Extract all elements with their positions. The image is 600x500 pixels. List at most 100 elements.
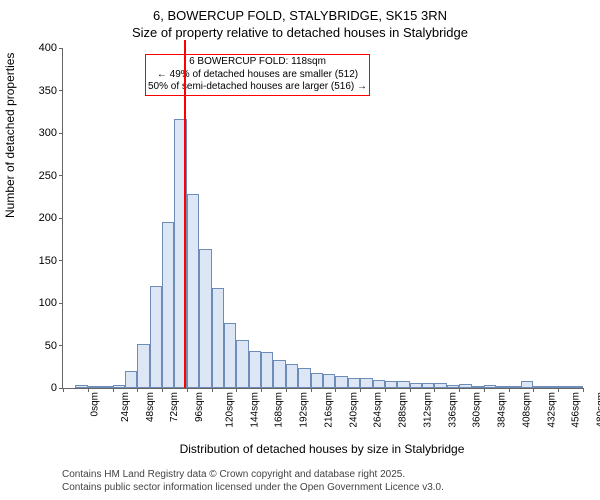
xtick-mark [236,388,237,392]
histogram-bar [373,380,385,389]
xtick-label: 432sqm [546,392,557,428]
ytick-label: 100 [39,297,63,309]
histogram-bar [459,384,471,388]
ytick-label: 150 [39,255,63,267]
histogram-bar [273,360,285,388]
histogram-bar [385,381,397,388]
xtick-mark [533,388,534,392]
histogram-bar [187,194,199,388]
xtick-mark [187,388,188,392]
xtick-mark [137,388,138,392]
xtick-label: 120sqm [224,392,235,428]
footer-line2: Contains public sector information licen… [62,481,444,494]
property-marker-line [184,40,186,388]
xtick-mark [212,388,213,392]
ytick-label: 350 [39,85,63,97]
xtick-mark [335,388,336,392]
histogram-bar [422,383,434,388]
xtick-mark [583,388,584,392]
xtick-mark [509,388,510,392]
histogram-bar [311,373,323,388]
y-axis-label: Number of detached properties [3,53,17,218]
histogram-bar [558,386,570,388]
xtick-label: 264sqm [373,392,384,428]
histogram-bar [150,286,162,388]
xtick-label: 312sqm [422,392,433,428]
histogram-bar [125,371,137,388]
ytick-label: 300 [39,127,63,139]
xtick-label: 480sqm [596,392,600,428]
xtick-label: 24sqm [120,392,131,422]
histogram-bar [335,376,347,388]
histogram-bar [75,385,87,388]
histogram-bar [88,386,100,388]
ytick-label: 400 [39,42,63,54]
histogram-bar [571,386,583,388]
histogram-bar [236,340,248,388]
xtick-mark [484,388,485,392]
histogram-bar [261,352,273,388]
xtick-label: 384sqm [497,392,508,428]
xtick-mark [434,388,435,392]
xtick-label: 456sqm [571,392,582,428]
ytick-label: 0 [51,382,63,394]
histogram-bar [286,364,298,388]
xtick-label: 408sqm [522,392,533,428]
histogram-bar [509,386,521,388]
histogram-bar [447,385,459,388]
histogram-bar [521,381,533,388]
histogram-bar [298,368,310,388]
histogram-bar [472,386,484,388]
xtick-label: 168sqm [274,392,285,428]
histogram-bar [348,378,360,388]
histogram-bar [533,386,545,388]
xtick-label: 288sqm [398,392,409,428]
marker-annotation: 6 BOWERCUP FOLD: 118sqm ← 49% of detache… [145,54,370,96]
xtick-mark [261,388,262,392]
xtick-mark [558,388,559,392]
ytick-label: 250 [39,170,63,182]
xtick-label: 240sqm [348,392,359,428]
histogram-bar [397,381,409,388]
histogram-bar [137,344,149,388]
chart-title-line1: 6, BOWERCUP FOLD, STALYBRIDGE, SK15 3RN [0,8,600,23]
xtick-mark [286,388,287,392]
ytick-label: 50 [45,340,63,352]
xtick-label: 144sqm [249,392,260,428]
histogram-bar [199,249,211,388]
xtick-mark [311,388,312,392]
xtick-label: 336sqm [447,392,458,428]
histogram-bar [360,378,372,388]
histogram-bar [100,386,112,388]
histogram-bar [484,385,496,388]
x-axis-label: Distribution of detached houses by size … [62,442,582,456]
xtick-mark [162,388,163,392]
xtick-mark [113,388,114,392]
xtick-label: 48sqm [145,392,156,422]
xtick-mark [360,388,361,392]
xtick-label: 72sqm [169,392,180,422]
xtick-mark [63,388,64,392]
histogram-bar [113,385,125,388]
footer-line1: Contains HM Land Registry data © Crown c… [62,468,444,481]
ytick-label: 200 [39,212,63,224]
xtick-mark [410,388,411,392]
footer-attribution: Contains HM Land Registry data © Crown c… [62,468,444,494]
annotation-line3: 50% of semi-detached houses are larger (… [148,81,367,94]
annotation-line1: 6 BOWERCUP FOLD: 118sqm [148,56,367,69]
histogram-bar [323,374,335,388]
histogram-bar [162,222,174,388]
histogram-bar [249,351,261,388]
annotation-line2: ← 49% of detached houses are smaller (51… [148,69,367,82]
xtick-mark [459,388,460,392]
xtick-label: 192sqm [299,392,310,428]
xtick-mark [88,388,89,392]
histogram-bar [212,288,224,388]
histogram-bar [410,383,422,388]
xtick-label: 96sqm [194,392,205,422]
plot-area: 6 BOWERCUP FOLD: 118sqm ← 49% of detache… [62,48,583,389]
xtick-label: 0sqm [89,392,100,416]
xtick-label: 216sqm [323,392,334,428]
histogram-bar [546,386,558,388]
histogram-bar [434,383,446,388]
